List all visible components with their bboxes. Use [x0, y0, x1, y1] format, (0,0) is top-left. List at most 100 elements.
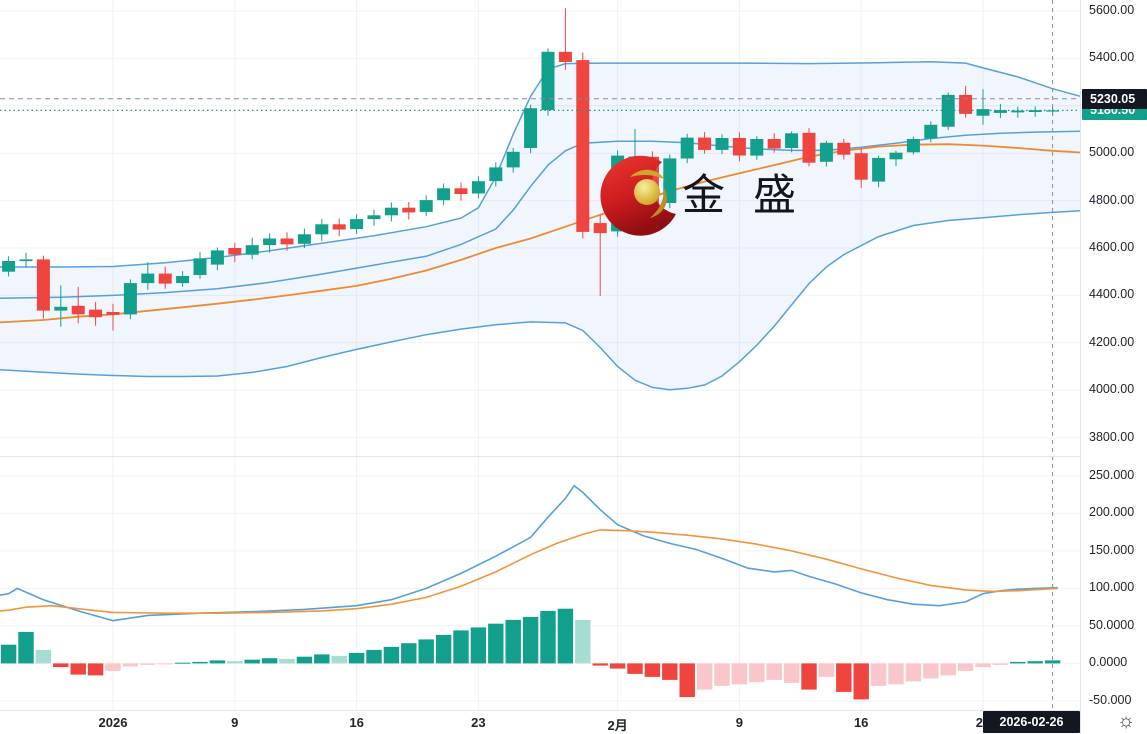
- histogram-bar: [470, 627, 487, 664]
- indicator-tick-label: 250.000: [1089, 467, 1135, 482]
- histogram-bar: [505, 619, 521, 664]
- candle: [228, 242, 242, 263]
- candle: [280, 232, 294, 251]
- histogram-bar: [853, 663, 869, 700]
- histogram-bar: [0, 644, 17, 664]
- candle: [1011, 106, 1025, 118]
- histogram-bar: [731, 663, 748, 685]
- candle: [176, 271, 190, 287]
- histogram-bar: [348, 652, 365, 664]
- candle: [454, 182, 468, 201]
- candle: [976, 89, 990, 125]
- price-tick-label: 4200.00: [1089, 334, 1135, 349]
- candle: [837, 139, 851, 160]
- histogram-bar: [35, 649, 52, 664]
- indicator-tick-label: 100.000: [1089, 580, 1135, 595]
- histogram-bar: [696, 663, 713, 690]
- histogram-bar: [488, 623, 504, 664]
- candle: [402, 202, 416, 220]
- candle: [419, 195, 433, 217]
- price-tick-label: 3800.00: [1089, 429, 1135, 444]
- histogram-bar: [87, 663, 104, 676]
- candle: [785, 131, 799, 153]
- crosshair-price-label: 5230.05: [1082, 88, 1147, 109]
- histogram-bar: [888, 663, 904, 685]
- candle: [471, 176, 485, 199]
- candle: [524, 104, 538, 154]
- watermark-text: 金 盛: [682, 172, 804, 220]
- candle: [541, 48, 555, 116]
- crosshair-date-label: 2026-02-26: [983, 711, 1080, 733]
- pane-separator[interactable]: [0, 455, 1147, 457]
- time-tick-label: 2月: [607, 718, 628, 733]
- candle: [36, 255, 50, 319]
- histogram-bar: [783, 663, 800, 683]
- histogram-bar: [227, 661, 243, 664]
- time-tick-label: 9: [231, 715, 239, 730]
- candle: [906, 136, 920, 155]
- candle: [71, 286, 85, 324]
- candle: [802, 128, 816, 167]
- candle: [750, 136, 764, 160]
- candle: [315, 219, 329, 241]
- histogram-bar: [157, 663, 173, 665]
- candle: [663, 154, 677, 209]
- candle: [210, 247, 224, 271]
- histogram-bar: [575, 619, 591, 664]
- price-tick-label: 5400.00: [1089, 50, 1135, 65]
- histogram-bar: [296, 656, 313, 664]
- candle: [924, 121, 938, 143]
- indicator-tick-label: 150.000: [1089, 542, 1135, 557]
- histogram-bar: [992, 663, 1009, 665]
- price-tick-label: 4600.00: [1089, 240, 1135, 254]
- price-axis[interactable]: 5600.00 5400.00 5000.00 4800.00 4600.00 4400.…: [1080, 0, 1147, 734]
- time-axis[interactable]: 2026916232月91623: [0, 710, 1080, 734]
- candle: [158, 266, 172, 289]
- candle: [819, 140, 833, 167]
- candle: [767, 133, 781, 153]
- histogram-bar: [122, 663, 139, 667]
- histogram-bar: [279, 658, 295, 664]
- candle: [489, 162, 503, 187]
- candle: [106, 303, 120, 331]
- histogram-bar: [244, 659, 260, 664]
- bollinger-middle-line: [0, 130, 1081, 299]
- histogram-bar: [140, 663, 156, 665]
- candle: [1028, 106, 1042, 117]
- price-tick-label: 4000.00: [1089, 382, 1135, 397]
- candle: [141, 262, 155, 290]
- indicator-tick-label: 200.000: [1089, 505, 1135, 520]
- histogram-bar: [627, 663, 643, 674]
- candle: [680, 133, 694, 164]
- histogram-bar: [401, 643, 417, 664]
- candle: [889, 150, 903, 166]
- histogram-bar: [540, 610, 556, 664]
- candle: [89, 302, 103, 326]
- histogram-bar: [18, 631, 34, 664]
- histogram-bar: [105, 663, 121, 671]
- histogram-bar: [749, 663, 765, 683]
- candle: [437, 183, 451, 206]
- candle: [959, 85, 973, 118]
- candle: [872, 155, 886, 188]
- histogram-bar: [53, 663, 69, 668]
- histogram-bar: [714, 663, 730, 686]
- price-tick-label: 4400.00: [1089, 287, 1135, 302]
- histogram-bar: [592, 663, 608, 666]
- indicator-tick-label: -50.000: [1089, 692, 1132, 707]
- candle: [263, 233, 277, 253]
- theme-toggle-icon[interactable]: ☼: [1116, 710, 1136, 732]
- histogram-bar: [261, 658, 278, 664]
- histogram-bar: [801, 663, 817, 690]
- candle: [854, 148, 868, 188]
- jinsheng-logo-icon: [600, 155, 676, 236]
- candle: [576, 52, 590, 239]
- candle: [593, 214, 607, 296]
- time-tick-label: 23: [471, 715, 486, 730]
- histogram-bar: [679, 663, 695, 698]
- histogram-bar: [366, 649, 382, 664]
- histogram-bar: [836, 663, 852, 692]
- histogram-bar: [766, 663, 782, 680]
